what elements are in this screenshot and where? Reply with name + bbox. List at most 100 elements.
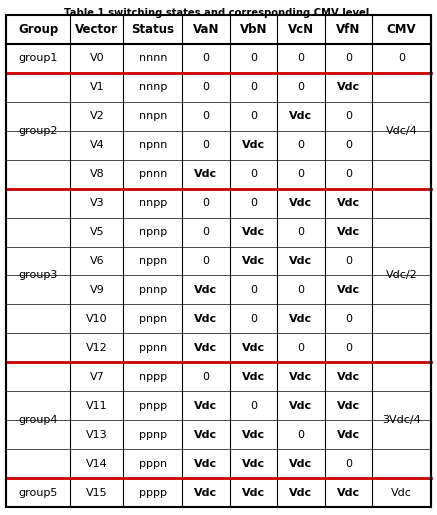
Text: 0: 0: [250, 169, 257, 179]
Text: nppn: nppn: [139, 256, 167, 266]
Text: 0: 0: [202, 198, 209, 208]
Text: 0: 0: [202, 111, 209, 122]
Text: Vdc: Vdc: [289, 198, 312, 208]
Text: 0: 0: [202, 140, 209, 150]
Text: 0: 0: [298, 285, 305, 295]
Text: Vdc: Vdc: [337, 82, 360, 92]
Text: 0: 0: [345, 54, 352, 63]
Text: pnnp: pnnp: [139, 285, 167, 295]
Text: V13: V13: [86, 430, 108, 440]
Text: group4: group4: [18, 415, 58, 425]
Text: Vdc: Vdc: [194, 430, 218, 440]
Text: npnn: npnn: [139, 140, 167, 150]
Text: V10: V10: [86, 314, 108, 324]
Text: V2: V2: [90, 111, 104, 122]
Text: group1: group1: [18, 54, 58, 63]
Text: Vdc: Vdc: [337, 430, 360, 440]
Text: V0: V0: [90, 54, 104, 63]
Text: Vdc: Vdc: [242, 458, 265, 469]
Text: 0: 0: [298, 140, 305, 150]
Text: Vdc: Vdc: [194, 343, 218, 353]
Text: Vdc: Vdc: [194, 401, 218, 410]
Text: V9: V9: [90, 285, 104, 295]
Text: Vdc: Vdc: [242, 372, 265, 382]
Text: 0: 0: [345, 256, 352, 266]
Text: Vdc: Vdc: [337, 285, 360, 295]
Text: 0: 0: [345, 343, 352, 353]
Text: V12: V12: [86, 343, 108, 353]
Text: 0: 0: [298, 227, 305, 237]
Text: nnnp: nnnp: [139, 82, 167, 92]
Text: Vdc/2: Vdc/2: [386, 270, 417, 281]
Text: 0: 0: [202, 82, 209, 92]
Text: Vdc: Vdc: [242, 430, 265, 440]
Text: Vector: Vector: [75, 23, 118, 36]
Text: npnp: npnp: [139, 227, 167, 237]
Text: Vdc: Vdc: [242, 343, 265, 353]
Text: 0: 0: [250, 314, 257, 324]
Text: 0: 0: [345, 111, 352, 122]
Text: 0: 0: [398, 54, 405, 63]
Text: Vdc: Vdc: [391, 488, 412, 497]
Text: Vdc: Vdc: [337, 227, 360, 237]
Text: VcN: VcN: [288, 23, 314, 36]
Text: Vdc: Vdc: [289, 488, 312, 497]
Text: 0: 0: [298, 169, 305, 179]
Text: Group: Group: [18, 23, 58, 36]
Text: Vdc: Vdc: [194, 314, 218, 324]
Text: Vdc: Vdc: [194, 285, 218, 295]
Text: Vdc: Vdc: [242, 140, 265, 150]
Text: pnnn: pnnn: [139, 169, 167, 179]
Text: nnpp: nnpp: [139, 198, 167, 208]
Text: Vdc: Vdc: [337, 401, 360, 410]
Text: Vdc: Vdc: [194, 169, 218, 179]
Text: 0: 0: [202, 227, 209, 237]
Text: group5: group5: [18, 488, 58, 497]
Text: V5: V5: [90, 227, 104, 237]
Text: V4: V4: [90, 140, 104, 150]
Text: 0: 0: [250, 198, 257, 208]
Text: Status: Status: [131, 23, 174, 36]
Text: Vdc: Vdc: [242, 227, 265, 237]
Text: nnpn: nnpn: [139, 111, 167, 122]
Text: Vdc: Vdc: [289, 401, 312, 410]
Text: VaN: VaN: [193, 23, 219, 36]
Text: 0: 0: [202, 256, 209, 266]
Text: V7: V7: [90, 372, 104, 382]
Text: V8: V8: [90, 169, 104, 179]
Text: 0: 0: [298, 430, 305, 440]
Text: V15: V15: [86, 488, 108, 497]
Text: ppnn: ppnn: [139, 343, 167, 353]
Text: VfN: VfN: [336, 23, 361, 36]
Text: nppp: nppp: [139, 372, 167, 382]
Text: Vdc/4: Vdc/4: [386, 126, 417, 136]
Text: 0: 0: [250, 401, 257, 410]
Text: 0: 0: [298, 343, 305, 353]
Text: 0: 0: [345, 140, 352, 150]
Text: Vdc: Vdc: [289, 458, 312, 469]
Text: group3: group3: [18, 270, 58, 281]
Text: 0: 0: [202, 372, 209, 382]
Text: 0: 0: [250, 82, 257, 92]
Text: V11: V11: [86, 401, 108, 410]
Text: nnnn: nnnn: [139, 54, 167, 63]
Text: Vdc: Vdc: [289, 372, 312, 382]
Text: Vdc: Vdc: [337, 488, 360, 497]
Text: Vdc: Vdc: [289, 314, 312, 324]
Text: Vdc: Vdc: [194, 488, 218, 497]
Text: Vdc: Vdc: [289, 256, 312, 266]
Text: group2: group2: [18, 126, 58, 136]
Text: V1: V1: [90, 82, 104, 92]
Text: pnpn: pnpn: [139, 314, 167, 324]
Text: Vdc: Vdc: [337, 372, 360, 382]
Text: 3Vdc/4: 3Vdc/4: [382, 415, 421, 425]
Text: 0: 0: [250, 54, 257, 63]
Text: 0: 0: [298, 82, 305, 92]
Text: ppnp: ppnp: [139, 430, 167, 440]
Text: 0: 0: [345, 169, 352, 179]
Text: 0: 0: [345, 458, 352, 469]
Text: 0: 0: [298, 54, 305, 63]
Text: pppp: pppp: [139, 488, 167, 497]
Text: VbN: VbN: [240, 23, 267, 36]
Text: Vdc: Vdc: [337, 198, 360, 208]
